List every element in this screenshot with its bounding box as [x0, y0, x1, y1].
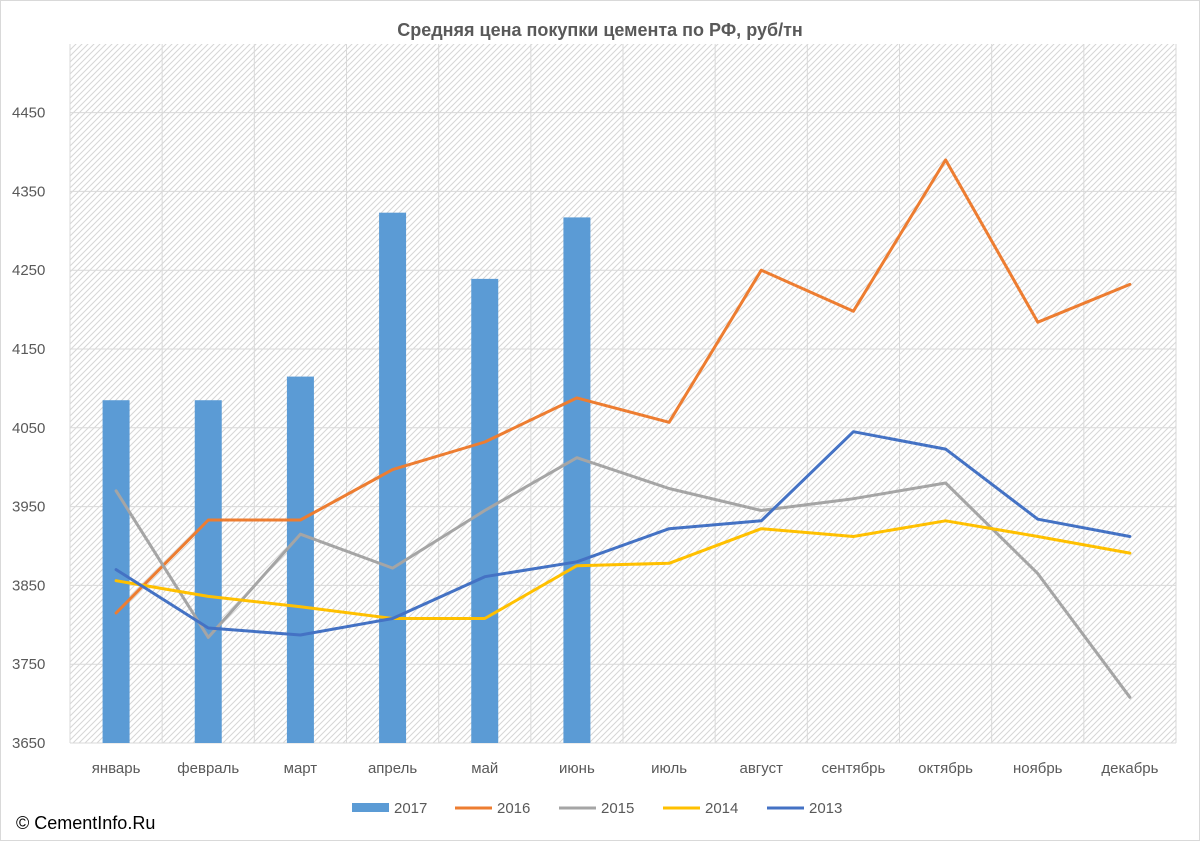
x-axis-ticks: январь февраль март апрель май июнь июль август…	[92, 760, 1159, 777]
bar-series	[102, 212, 591, 744]
legend-label-2016: 2016	[497, 800, 530, 817]
line-series-2014	[114, 519, 1132, 620]
x-tick-label: апрель	[368, 760, 417, 777]
chart-title: Средняя цена покупки цемента по РФ, руб/…	[397, 20, 803, 40]
y-tick-label: 3850	[12, 577, 45, 594]
y-tick-label: 4250	[12, 262, 45, 279]
y-axis-ticks: 3650 3750 3850 3950 4050 4150 4250 4350 4450	[12, 105, 45, 752]
y-tick-label: 4150	[12, 341, 45, 358]
x-tick-label: июнь	[559, 760, 595, 777]
legend-label-2014: 2014	[705, 800, 738, 817]
y-tick-label: 3950	[12, 499, 45, 516]
legend-item-2014: 2014	[663, 800, 738, 817]
x-tick-label: октябрь	[918, 760, 973, 777]
line-series-2013	[114, 430, 1132, 637]
legend-label-2017: 2017	[394, 800, 427, 817]
legend-item-2017: 2017	[352, 800, 427, 817]
legend-item-2016: 2016	[455, 800, 530, 817]
x-tick-label: август	[740, 760, 784, 777]
legend: 2017 2016 2015 2014 2013	[352, 800, 842, 817]
x-tick-label: ноябрь	[1013, 760, 1063, 777]
x-tick-label: январь	[92, 760, 141, 777]
bar-2017-январь	[102, 400, 130, 743]
bar-2017-февраль	[194, 400, 222, 743]
line-series	[114, 158, 1132, 699]
y-tick-label: 3650	[12, 735, 45, 752]
y-tick-label: 4350	[12, 183, 45, 200]
x-tick-label: декабрь	[1101, 760, 1158, 777]
bar-2017-март	[286, 376, 314, 743]
legend-label-2013: 2013	[809, 800, 842, 817]
bar-2017-апрель	[379, 212, 407, 743]
legend-item-2015: 2015	[559, 800, 634, 817]
y-tick-label: 3750	[12, 656, 45, 673]
x-tick-label: май	[471, 760, 498, 777]
x-tick-label: март	[284, 760, 318, 777]
x-tick-label: февраль	[177, 760, 239, 777]
legend-item-2013: 2013	[767, 800, 842, 817]
y-tick-label: 4050	[12, 420, 45, 437]
legend-swatch-2017	[352, 803, 389, 812]
line-series-2015	[114, 456, 1132, 699]
bar-2017-июнь	[563, 217, 591, 744]
x-tick-label: сентябрь	[821, 760, 885, 777]
line-series-2016	[114, 158, 1132, 615]
y-tick-label: 4450	[12, 105, 45, 122]
copyright-text: © CementInfo.Ru	[16, 813, 156, 833]
legend-label-2015: 2015	[601, 800, 634, 817]
x-tick-label: июль	[651, 760, 687, 777]
